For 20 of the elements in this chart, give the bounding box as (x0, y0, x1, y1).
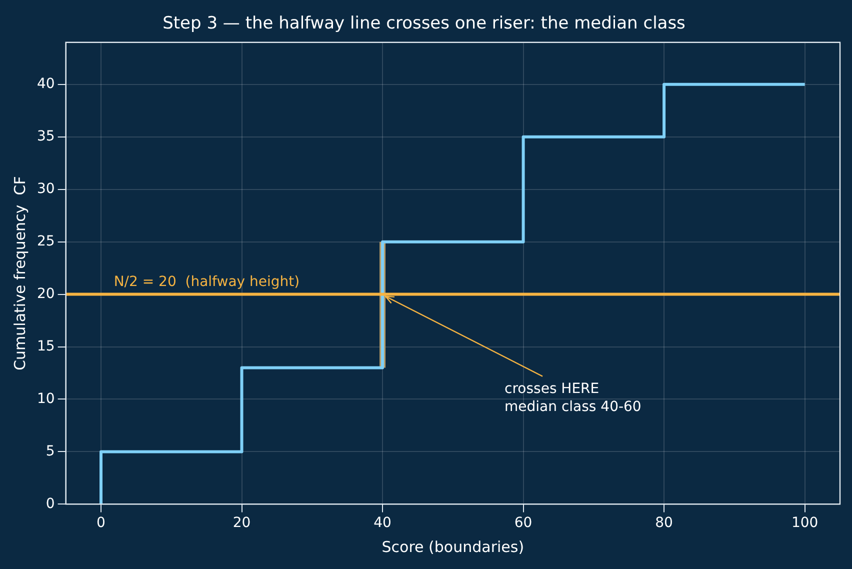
x-axis-title: Score (boundaries) (382, 538, 524, 556)
y-tick-label: 15 (36, 338, 55, 354)
x-tick-label: 100 (791, 515, 818, 532)
x-tick-label: 20 (232, 515, 251, 532)
y-tick-label: 20 (36, 286, 55, 302)
x-tick-label: 60 (514, 515, 532, 532)
x-tick-label: 80 (655, 515, 673, 532)
y-tick-label: 5 (46, 443, 55, 460)
x-tick-label: 0 (96, 515, 106, 532)
y-tick-label: 30 (36, 180, 55, 197)
y-tick-label: 25 (36, 233, 55, 250)
y-tick-label: 10 (36, 390, 55, 407)
y-tick-label: 40 (36, 76, 55, 92)
annotation: crosses HERE median class 40-60 (504, 380, 642, 415)
y-tick-label: 0 (46, 496, 55, 512)
x-tick-label: 40 (374, 515, 392, 532)
y-tick-label: 35 (36, 128, 55, 144)
y-axis-title: Cumulative frequency CF (10, 176, 29, 370)
chart-title: Step 3 — the halfway line crosses one riser: the median class (162, 14, 686, 34)
ref-line-label: N/2 = 20 (halfway height) (114, 274, 300, 290)
